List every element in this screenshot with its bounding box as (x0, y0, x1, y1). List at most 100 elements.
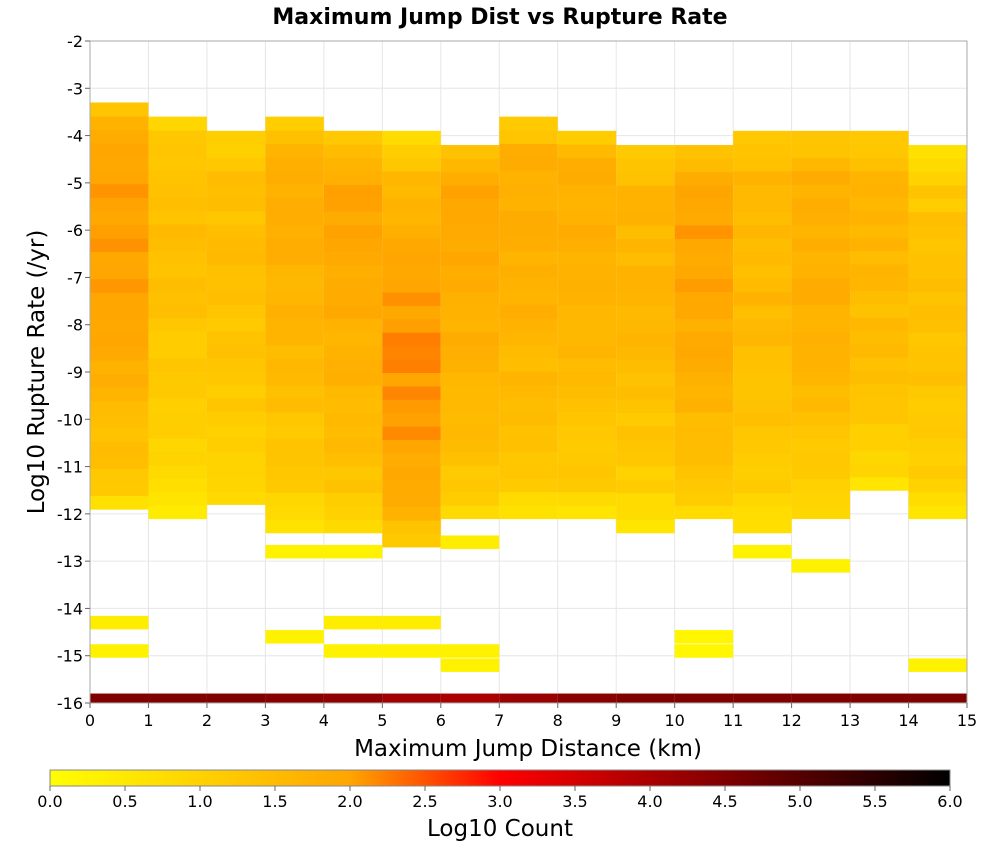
heatmap-cell (733, 305, 792, 319)
heatmap-cell (499, 143, 558, 158)
heatmap-cell (791, 371, 851, 386)
heatmap-cell (440, 438, 500, 453)
heatmap-cell (674, 265, 734, 279)
heatmap-cell (557, 438, 617, 453)
heatmap-cell (733, 211, 792, 226)
x-tick-label: 2 (202, 711, 212, 730)
heatmap-cell (850, 210, 909, 225)
heatmap-cell (90, 265, 149, 280)
heatmap-cell (323, 184, 383, 199)
heatmap-cell (265, 291, 324, 306)
heatmap-cell (90, 414, 149, 429)
heatmap-cell (148, 317, 207, 332)
heatmap-cell (265, 344, 324, 359)
colorbar-tick-label: 2.0 (337, 792, 362, 811)
heatmap-cell (148, 505, 207, 520)
heatmap-cell (733, 479, 792, 494)
heatmap-cell (206, 330, 266, 345)
heatmap-cell (265, 250, 324, 265)
heatmap-cell (557, 304, 617, 319)
heatmap-cell (323, 264, 383, 279)
heatmap-cell (499, 505, 558, 520)
y-tick-label: -2 (67, 32, 83, 51)
heatmap-cell (382, 533, 441, 548)
heatmap-cell (616, 292, 675, 306)
heatmap-cell (674, 385, 734, 400)
heatmap-cell (733, 144, 792, 159)
heatmap-cell (791, 144, 851, 159)
heatmap-cell (791, 264, 851, 279)
heatmap-cell (206, 250, 266, 265)
heatmap-cell (791, 478, 851, 493)
heatmap-cell (791, 304, 851, 319)
heatmap-cell (791, 251, 851, 266)
heatmap-cell (206, 224, 266, 239)
heatmap-cell (674, 505, 734, 520)
heatmap-cell (90, 170, 149, 185)
heatmap-cell (206, 264, 266, 279)
heatmap-cell (382, 399, 441, 414)
heatmap-cell (148, 491, 207, 506)
heatmap-cell (908, 185, 967, 199)
colorbar-tick-label: 1.5 (262, 792, 287, 811)
heatmap-cell (499, 197, 558, 211)
heatmap-cell (323, 211, 383, 226)
heatmap-cell (265, 358, 324, 373)
heatmap-cell (908, 225, 967, 239)
heatmap-cell (90, 197, 149, 212)
heatmap-cell (733, 238, 792, 252)
heatmap-cell (382, 251, 441, 266)
heatmap-cell (908, 658, 967, 672)
heatmap-cell (733, 251, 792, 266)
heatmap-cell (148, 170, 207, 185)
heatmap-cell (323, 251, 383, 266)
heatmap-cell (850, 410, 909, 425)
heatmap-cell (440, 644, 500, 658)
heatmap-cell (791, 438, 851, 453)
heatmap-cell (674, 278, 734, 293)
heatmap-cell (90, 292, 149, 307)
heatmap-cell (90, 441, 149, 456)
heatmap-cell (616, 211, 675, 226)
heatmap-cell (850, 184, 909, 198)
heatmap-cell (850, 397, 909, 411)
heatmap-cell (206, 451, 266, 465)
heatmap-cell (499, 264, 558, 278)
heatmap-cell (850, 463, 909, 478)
heatmap-cell (557, 371, 617, 386)
heatmap-cell (674, 630, 734, 644)
heatmap-cell (323, 425, 383, 440)
heatmap-cell (674, 425, 734, 440)
heatmap-cell (382, 130, 441, 145)
x-tick-label: 3 (260, 711, 270, 730)
heatmap-cell (850, 197, 909, 212)
heatmap-cell (382, 305, 441, 320)
heatmap-cell (382, 452, 441, 467)
heatmap-cell (265, 630, 324, 644)
heatmap-cell (323, 693, 383, 703)
heatmap-cell (440, 291, 500, 306)
heatmap-cell (850, 330, 909, 345)
heatmap-cell (908, 211, 967, 226)
heatmap-cell (440, 478, 500, 493)
heatmap-cell (733, 291, 792, 306)
heatmap-cell (850, 263, 909, 278)
heatmap-cell (382, 615, 441, 630)
heatmap-cell (499, 344, 558, 359)
heatmap-cell (791, 291, 851, 306)
heatmap-cell (90, 238, 149, 253)
heatmap-cell (440, 331, 500, 346)
heatmap-cells (90, 102, 967, 703)
heatmap-cell (148, 143, 207, 158)
heatmap-cell (674, 225, 734, 239)
heatmap-cell (440, 398, 500, 413)
heatmap-cell (148, 304, 207, 319)
heatmap-cell (206, 317, 266, 332)
heatmap-cell (382, 493, 441, 508)
heatmap-cell (674, 211, 734, 226)
heatmap-cell (90, 615, 149, 630)
heatmap-cell (616, 372, 675, 387)
heatmap-cell (148, 357, 207, 372)
heatmap-cell (791, 411, 851, 426)
